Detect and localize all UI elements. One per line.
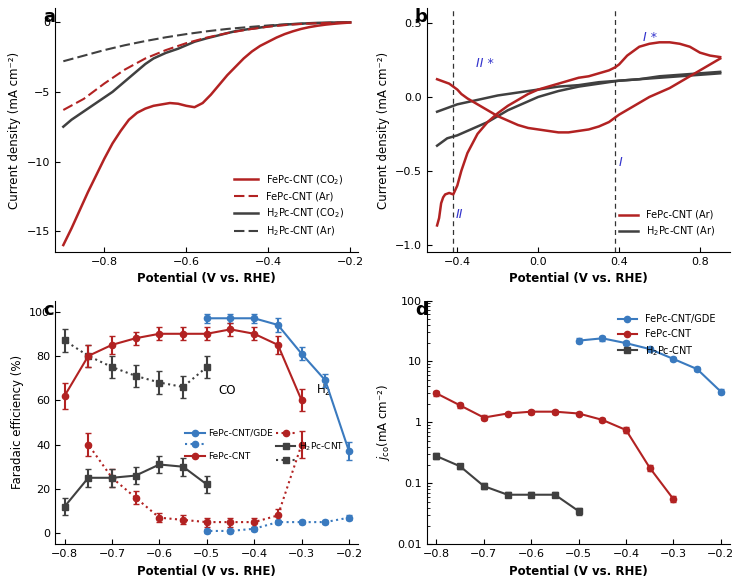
X-axis label: Potential (V vs. RHE): Potential (V vs. RHE) xyxy=(138,565,276,578)
Legend: FePc-CNT/GDE, FePc-CNT, H$_2$Pc-CNT: FePc-CNT/GDE, FePc-CNT, H$_2$Pc-CNT xyxy=(614,311,719,362)
X-axis label: Potential (V vs. RHE): Potential (V vs. RHE) xyxy=(509,272,648,285)
Text: b: b xyxy=(415,8,428,26)
Text: II *: II * xyxy=(475,57,493,70)
Text: I: I xyxy=(619,156,623,169)
X-axis label: Potential (V vs. RHE): Potential (V vs. RHE) xyxy=(509,565,648,578)
Legend: FePc-CNT/GDE, , FePc-CNT, , H$_2$Pc-CNT, : FePc-CNT/GDE, , FePc-CNT, , H$_2$Pc-CNT, xyxy=(181,425,348,468)
Y-axis label: Current density (mA cm⁻²): Current density (mA cm⁻²) xyxy=(376,52,390,209)
Legend: FePc-CNT (Ar), H$_2$Pc-CNT (Ar): FePc-CNT (Ar), H$_2$Pc-CNT (Ar) xyxy=(615,206,719,242)
Text: I *: I * xyxy=(644,31,658,44)
Text: a: a xyxy=(43,8,55,26)
X-axis label: Potential (V vs. RHE): Potential (V vs. RHE) xyxy=(138,272,276,285)
Y-axis label: Current density (mA cm⁻²): Current density (mA cm⁻²) xyxy=(8,52,22,209)
Text: II: II xyxy=(455,208,463,221)
Y-axis label: $j_{\mathrm{co}}$(mA cm⁻²): $j_{\mathrm{co}}$(mA cm⁻²) xyxy=(375,384,392,461)
Text: CO: CO xyxy=(219,384,236,397)
Text: c: c xyxy=(43,301,54,319)
Y-axis label: Faradaic efficiency (%): Faradaic efficiency (%) xyxy=(10,355,24,489)
Legend: FePc-CNT (CO$_2$), FePc-CNT (Ar), H$_2$Pc-CNT (CO$_2$), H$_2$Pc-CNT (Ar): FePc-CNT (CO$_2$), FePc-CNT (Ar), H$_2$P… xyxy=(230,169,347,242)
Text: H$_2$: H$_2$ xyxy=(315,383,331,398)
Text: d: d xyxy=(415,301,428,319)
